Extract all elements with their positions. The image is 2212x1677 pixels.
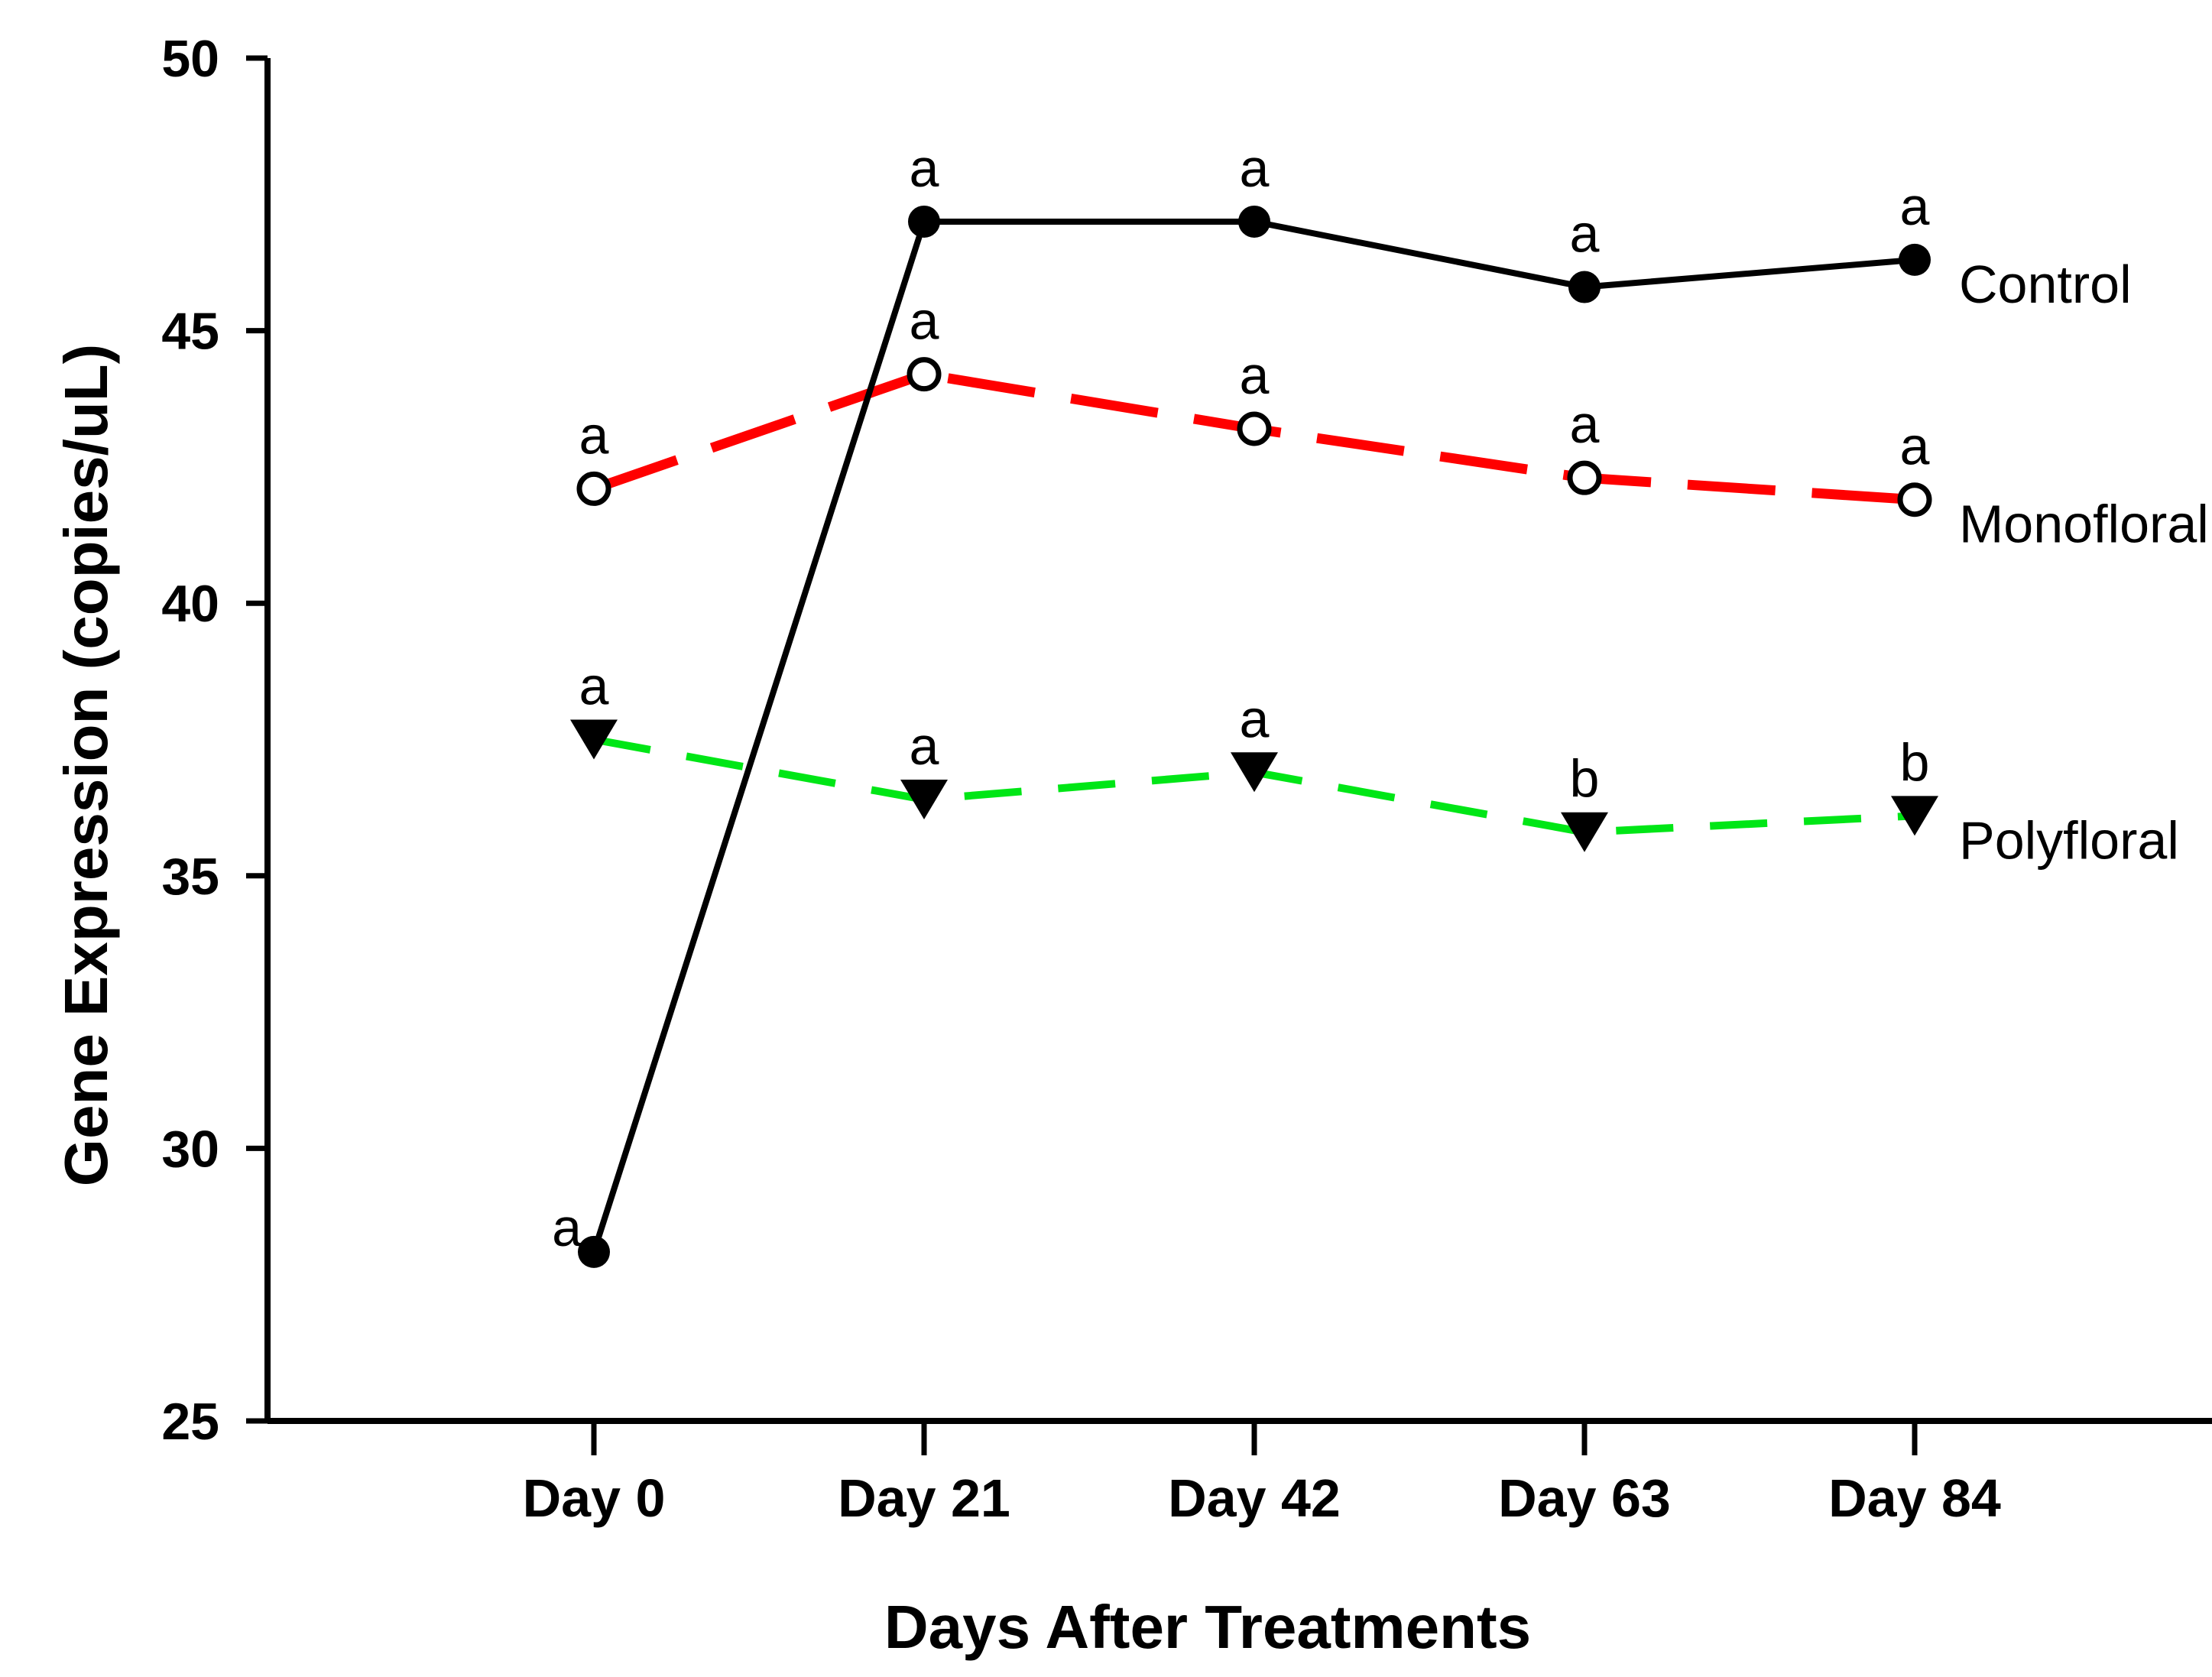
significance-letter: a (1240, 689, 1270, 748)
y-axis-title: Gene Expression (copies/uL) (52, 344, 120, 1187)
y-tick-label: 25 (161, 1393, 219, 1451)
marker-open-circle-monofloral (576, 471, 611, 506)
marker-triangle-down-polyfloral (1891, 796, 1938, 836)
significance-letter: a (1570, 394, 1600, 454)
y-tick-label: 30 (161, 1120, 219, 1178)
significance-letter: a (910, 716, 939, 776)
significance-letter: a (579, 405, 609, 465)
significance-letter: a (1900, 177, 1930, 236)
y-tick-label: 45 (161, 303, 219, 361)
significance-letter: a (1240, 345, 1270, 405)
plot-layer: 25 30 35 40 45 50 Day 0 Day 21 Day 42 Day 63 Day 8… (161, 30, 2212, 1528)
series-label-polyfloral: Polyfloral (1959, 810, 2179, 870)
significance-letter: a (1240, 138, 1270, 198)
marker-filled-circle-control (908, 205, 940, 238)
marker-filled-circle-control (1568, 271, 1601, 303)
significance-letter: a (910, 138, 939, 198)
marker-triangle-down-polyfloral (1561, 812, 1608, 852)
marker-filled-circle-control (1238, 205, 1270, 238)
y-tick-label: 40 (161, 575, 219, 633)
x-tick-label: Day 84 (1828, 1468, 2001, 1528)
marker-filled-circle-control (578, 1235, 610, 1268)
series-label-monofloral: Monofloral (1959, 495, 2209, 554)
significance-letter: a (552, 1198, 582, 1257)
y-tick-label: 50 (161, 30, 219, 88)
marker-open-circle-monofloral (907, 357, 942, 392)
marker-triangle-down-polyfloral (570, 719, 618, 760)
gene-expression-figure: 25 30 35 40 45 50 Day 0 Day 21 Day 42 Day 63 Day 8… (31, 12, 2212, 1677)
marker-triangle-down-polyfloral (900, 779, 948, 819)
x-tick-label: Day 63 (1498, 1468, 1671, 1528)
x-tick-label: Day 42 (1168, 1468, 1341, 1528)
series-label-control: Control (1959, 255, 2132, 314)
marker-open-circle-monofloral (1237, 411, 1272, 446)
significance-letter: a (1900, 417, 1930, 476)
x-tick-label: Day 21 (838, 1468, 1010, 1528)
significance-letter: b (1570, 749, 1600, 809)
significance-letter: a (1570, 204, 1600, 264)
marker-filled-circle-control (1899, 243, 1931, 276)
marker-open-circle-monofloral (1897, 482, 1932, 517)
gene-expression-line-chart: 25 30 35 40 45 50 Day 0 Day 21 Day 42 Day 63 Day 8… (52, 30, 2212, 1661)
significance-letter: b (1900, 732, 1930, 792)
marker-triangle-down-polyfloral (1231, 752, 1278, 793)
significance-letter: a (579, 657, 609, 716)
x-axis-title: Days After Treatments (884, 1593, 1531, 1661)
y-tick-label: 35 (161, 848, 219, 906)
marker-open-circle-monofloral (1567, 460, 1602, 495)
x-tick-label: Day 0 (523, 1468, 666, 1528)
significance-letter: a (910, 291, 939, 351)
